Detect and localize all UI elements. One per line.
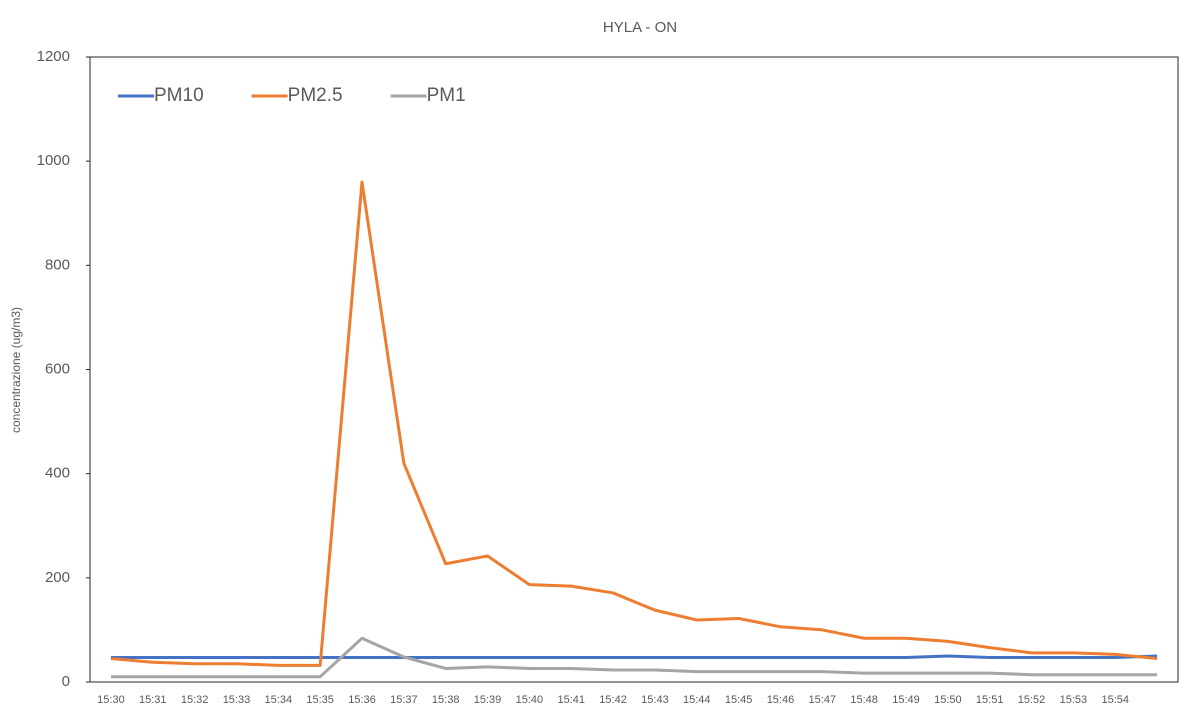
x-tick-label: 15:52 [1018, 694, 1046, 706]
x-tick-label: 15:46 [767, 694, 795, 706]
plot-frame [89, 56, 1179, 683]
legend-label: PM1 [427, 85, 466, 106]
legend-label: PM10 [154, 85, 204, 106]
series-line [110, 636, 1158, 679]
x-tick-label: 15:31 [139, 694, 167, 706]
chart-title: HYLA - ON [603, 19, 677, 36]
series-line [110, 654, 1158, 660]
y-tick-label: 400 [45, 465, 70, 482]
x-tick-label: 15:43 [641, 694, 669, 706]
y-tick-label: 800 [45, 256, 70, 273]
x-tick-label: 15:36 [348, 694, 376, 706]
x-tick-label: 15:49 [892, 694, 920, 706]
x-tick-label: 15:53 [1060, 694, 1088, 706]
x-tick-label: 15:40 [516, 694, 544, 706]
y-tick-label: 1000 [37, 152, 70, 169]
x-tick-label: 15:34 [265, 694, 293, 706]
x-tick-label: 15:30 [97, 694, 125, 706]
x-tick-label: 15:48 [850, 694, 878, 706]
x-tick-label: 15:37 [390, 694, 418, 706]
x-tick-label: 15:50 [934, 694, 962, 706]
x-tick-label: 15:35 [306, 694, 334, 706]
y-tick-label: 0 [62, 673, 70, 690]
x-tick-label: 15:51 [976, 694, 1004, 706]
y-axis-label: concentrazione (ug/m3) [9, 307, 23, 433]
y-tick-label: 600 [45, 360, 70, 377]
x-tick-label: 15:54 [1101, 694, 1129, 706]
y-tick-label: 1200 [37, 48, 70, 65]
x-tick-label: 15:41 [557, 694, 585, 706]
x-tick-label: 15:38 [432, 694, 460, 706]
y-tick-label: 200 [45, 569, 70, 586]
x-tick-label: 15:42 [599, 694, 627, 706]
x-tick-label: 15:47 [809, 694, 837, 706]
x-tick-label: 15:44 [683, 694, 711, 706]
x-tick-label: 15:45 [725, 694, 753, 706]
x-tick-label: 15:32 [181, 694, 209, 706]
series-line [110, 180, 1158, 667]
x-tick-label: 15:33 [223, 694, 251, 706]
legend-label: PM2.5 [288, 85, 343, 106]
x-tick-label: 15:39 [474, 694, 502, 706]
